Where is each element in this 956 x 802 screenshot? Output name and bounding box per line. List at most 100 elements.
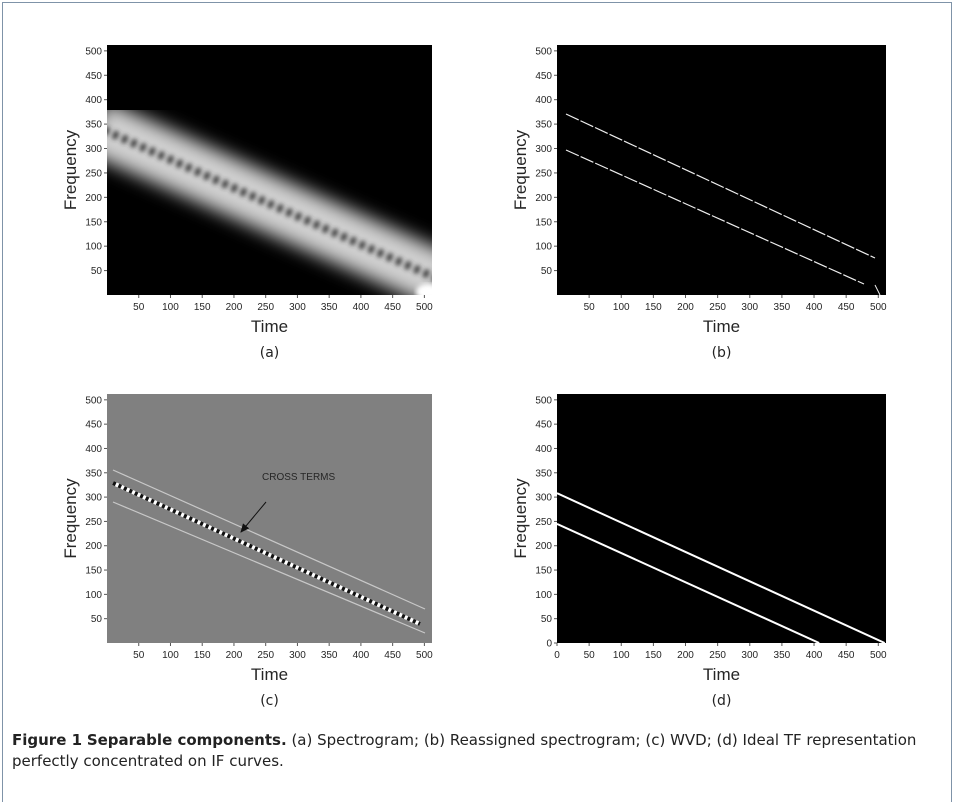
caption: Figure 1 Separable components. (a) Spect… [12,730,942,772]
x-tick-label: 300 [289,302,306,313]
y-tick-label: 150 [85,566,102,577]
plot-area [557,45,886,295]
y-tick-label: 250 [85,517,102,528]
y-tick-label: 300 [535,144,552,155]
x-tick-label: 50 [584,650,596,661]
y-tick-label: 400 [85,444,102,455]
y-tick-label: 250 [85,168,102,179]
y-tick-label: 50 [541,266,553,277]
x-tick-label: 250 [709,650,726,661]
x-tick-label: 350 [321,302,338,313]
y-tick-label: 100 [85,242,102,253]
y-tick-label: 500 [535,395,552,406]
x-tick-label: 500 [870,302,887,313]
x-tick-label: 500 [416,302,433,313]
y-tick-label: 0 [546,639,552,650]
x-tick-label: 300 [741,302,758,313]
x-tick-label: 250 [709,302,726,313]
y-tick-label: 350 [85,468,102,479]
y-tick-label: 400 [535,444,552,455]
x-tick-label: 450 [838,650,855,661]
y-tick-label: 300 [535,493,552,504]
x-tick-label: 150 [645,650,662,661]
y-tick-label: 250 [535,517,552,528]
caption-label: Figure 1 [12,731,83,749]
y-tick-label: 200 [535,193,552,204]
x-tick-label: 450 [384,302,401,313]
x-tick-label: 350 [321,650,338,661]
plot-area [107,394,432,643]
x-tick-label: 200 [677,650,694,661]
y-tick-label: 350 [535,468,552,479]
y-tick-label: 500 [85,46,102,57]
y-axis-label: Frequency [511,129,530,210]
x-tick-label: 100 [162,302,179,313]
x-tick-label: 300 [741,650,758,661]
plot-area [557,394,886,643]
subfigure-label: (d) [712,693,732,709]
x-tick-label: 500 [416,650,433,661]
y-tick-label: 300 [85,493,102,504]
x-tick-label: 150 [645,302,662,313]
annotation: CROSS TERMS [262,472,335,483]
x-tick-label: 50 [584,302,596,313]
y-tick-label: 100 [535,590,552,601]
y-tick-label: 350 [535,120,552,131]
y-tick-label: 400 [85,95,102,106]
subfigure-label: (a) [260,345,280,361]
x-tick-label: 250 [257,650,274,661]
y-tick-label: 150 [535,566,552,577]
y-tick-label: 200 [535,541,552,552]
y-tick-label: 300 [85,144,102,155]
x-tick-label: 100 [162,650,179,661]
spectrogram-image [107,101,432,295]
x-tick-label: 450 [838,302,855,313]
y-tick-label: 100 [85,590,102,601]
y-tick-label: 500 [85,395,102,406]
y-axis-label: Frequency [511,478,530,559]
x-tick-label: 200 [677,302,694,313]
y-tick-label: 100 [535,242,552,253]
y-tick-label: 50 [91,614,103,625]
x-tick-label: 0 [554,650,560,661]
x-axis-label: Time [703,317,740,336]
x-axis-label: Time [703,665,740,684]
caption-text: (a) Spectrogram; (b) Reassigned spectrog… [12,731,917,770]
y-tick-label: 150 [535,217,552,228]
x-tick-label: 200 [226,650,243,661]
x-tick-label: 100 [613,650,630,661]
y-tick-label: 50 [91,266,103,277]
y-tick-label: 450 [535,420,552,431]
x-axis-label: Time [251,317,288,336]
subfigure-label: (c) [260,693,279,709]
x-tick-label: 400 [353,650,370,661]
if-curve [557,522,820,643]
y-axis-label: Frequency [61,129,80,210]
x-tick-label: 350 [774,650,791,661]
figure: 50 100 150 200 250 300 350 400 450 50050100150200… [61,45,887,709]
x-tick-label: 50 [133,302,145,313]
y-tick-label: 400 [535,95,552,106]
x-tick-label: 500 [870,650,887,661]
caption-title: Separable components. [86,731,287,749]
if-curve [557,492,886,643]
x-tick-label: 300 [289,650,306,661]
x-tick-label: 250 [257,302,274,313]
reassigned-image [565,113,881,295]
y-tick-label: 250 [535,168,552,179]
x-tick-label: 150 [194,650,211,661]
x-tick-label: 50 [133,650,145,661]
y-axis-label: Frequency [61,478,80,559]
y-tick-label: 200 [85,193,102,204]
x-tick-label: 400 [806,302,823,313]
x-tick-label: 150 [194,302,211,313]
x-axis-label: Time [251,665,288,684]
y-tick-label: 500 [535,46,552,57]
y-tick-label: 450 [85,71,102,82]
x-tick-label: 400 [353,302,370,313]
y-tick-label: 200 [85,541,102,552]
subfigure-label: (b) [712,345,732,361]
x-tick-label: 100 [613,302,630,313]
y-tick-label: 450 [85,420,102,431]
